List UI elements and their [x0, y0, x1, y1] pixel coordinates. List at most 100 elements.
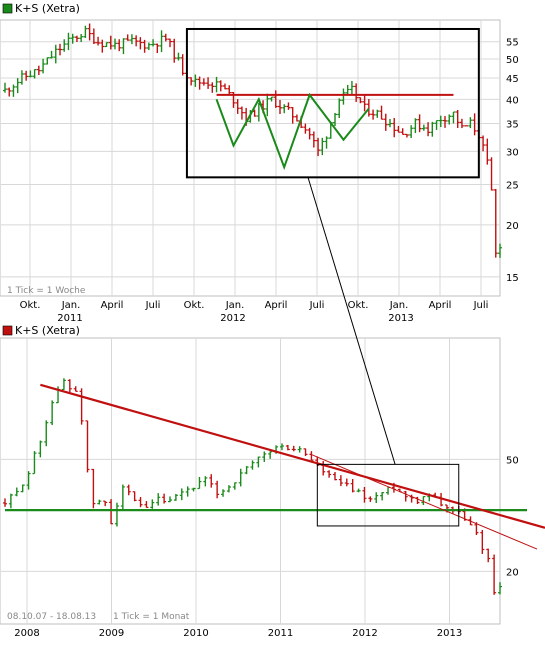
price-bar [489, 157, 494, 191]
price-bar [459, 118, 464, 129]
price-bar [134, 35, 139, 47]
price-bar [24, 70, 29, 81]
price-bar [388, 118, 392, 128]
price-bar [113, 38, 117, 50]
short-trendline [311, 454, 538, 550]
price-bar [273, 90, 278, 108]
price-bar [67, 379, 72, 394]
price-bar [172, 38, 177, 63]
price-bar [226, 485, 231, 493]
price-bar [100, 39, 105, 53]
upper-price-bars [3, 23, 502, 258]
price-bar [221, 489, 226, 497]
price-bar [350, 479, 355, 493]
x-tick-label: 2008 [14, 628, 39, 639]
price-bar [375, 109, 380, 118]
price-bar [32, 68, 37, 79]
price-bar [223, 83, 227, 90]
price-bar [138, 497, 143, 508]
price-bar [215, 480, 220, 499]
price-bar [70, 33, 75, 44]
price-bar [74, 35, 79, 42]
price-bar [53, 44, 58, 64]
price-bar [19, 70, 24, 85]
price-bar [61, 378, 66, 391]
price-bar [498, 582, 502, 595]
price-bar [380, 492, 385, 501]
price-bar [345, 84, 350, 95]
y-tick-label: 45 [506, 74, 519, 85]
price-bar [87, 23, 92, 41]
x-tick-label: April [265, 300, 288, 311]
price-bar [232, 482, 237, 490]
price-bar [168, 496, 172, 503]
price-bar [168, 38, 172, 48]
pattern-zigzag-line [215, 92, 370, 171]
price-bar [163, 33, 168, 42]
price-bar [468, 516, 473, 526]
price-bar [341, 88, 346, 105]
price-bar [45, 57, 50, 65]
price-bar [409, 125, 414, 139]
price-bar [3, 82, 7, 93]
price-bar [404, 133, 409, 138]
price-bar [83, 25, 88, 39]
price-bar [73, 386, 78, 392]
price-bar [79, 33, 84, 43]
price-bar [206, 77, 211, 89]
price-bar [173, 493, 178, 501]
price-bar [36, 65, 41, 76]
price-bar [286, 102, 291, 110]
upper-y-tick-labels: 15 20 25 30 35 40 45 50 55 [506, 38, 519, 284]
price-bar [311, 131, 316, 148]
price-bar [498, 243, 502, 258]
y-tick-label: 15 [506, 273, 519, 284]
price-bar [96, 36, 101, 46]
x-tick-label: Juli [145, 300, 161, 311]
price-bar [371, 109, 376, 120]
price-bar [349, 80, 354, 95]
price-bar [11, 84, 16, 97]
price-bar [44, 420, 49, 447]
price-bar [193, 74, 198, 87]
price-bar [421, 495, 426, 506]
price-bar [265, 93, 270, 117]
zoom-connector [307, 177, 396, 465]
price-bar [333, 471, 337, 481]
price-bar [126, 484, 131, 496]
price-bar [191, 487, 196, 492]
x-year-label: 2012 [220, 313, 245, 324]
price-bar [203, 476, 208, 487]
y-tick-label: 20 [506, 221, 519, 232]
price-bar [209, 474, 214, 488]
price-bar [438, 115, 443, 128]
price-bar [91, 468, 96, 509]
price-bar [383, 113, 388, 131]
price-bar [362, 94, 367, 112]
price-bar [392, 117, 397, 138]
zoom-connector-line [307, 177, 396, 465]
lower-gridlines [1, 338, 500, 624]
price-bar [197, 76, 202, 90]
price-bar [379, 105, 384, 120]
price-bar [176, 52, 181, 61]
price-bar [481, 135, 486, 152]
x-tick-label: Jan. [225, 300, 245, 311]
x-tick-label: April [101, 300, 124, 311]
price-bar [162, 493, 167, 504]
price-bar [114, 502, 119, 527]
price-bar [58, 43, 62, 56]
price-bar [244, 466, 249, 475]
price-bar [316, 137, 321, 157]
price-bar [97, 499, 102, 505]
price-bar [366, 99, 371, 117]
price-bar [290, 107, 295, 124]
x-tick-label: Juli [309, 300, 325, 311]
price-bar [362, 486, 367, 503]
upper-chart-title: K+S (Xetra) [15, 2, 80, 15]
price-bar [485, 138, 490, 165]
x-tick-label: April [429, 300, 452, 311]
